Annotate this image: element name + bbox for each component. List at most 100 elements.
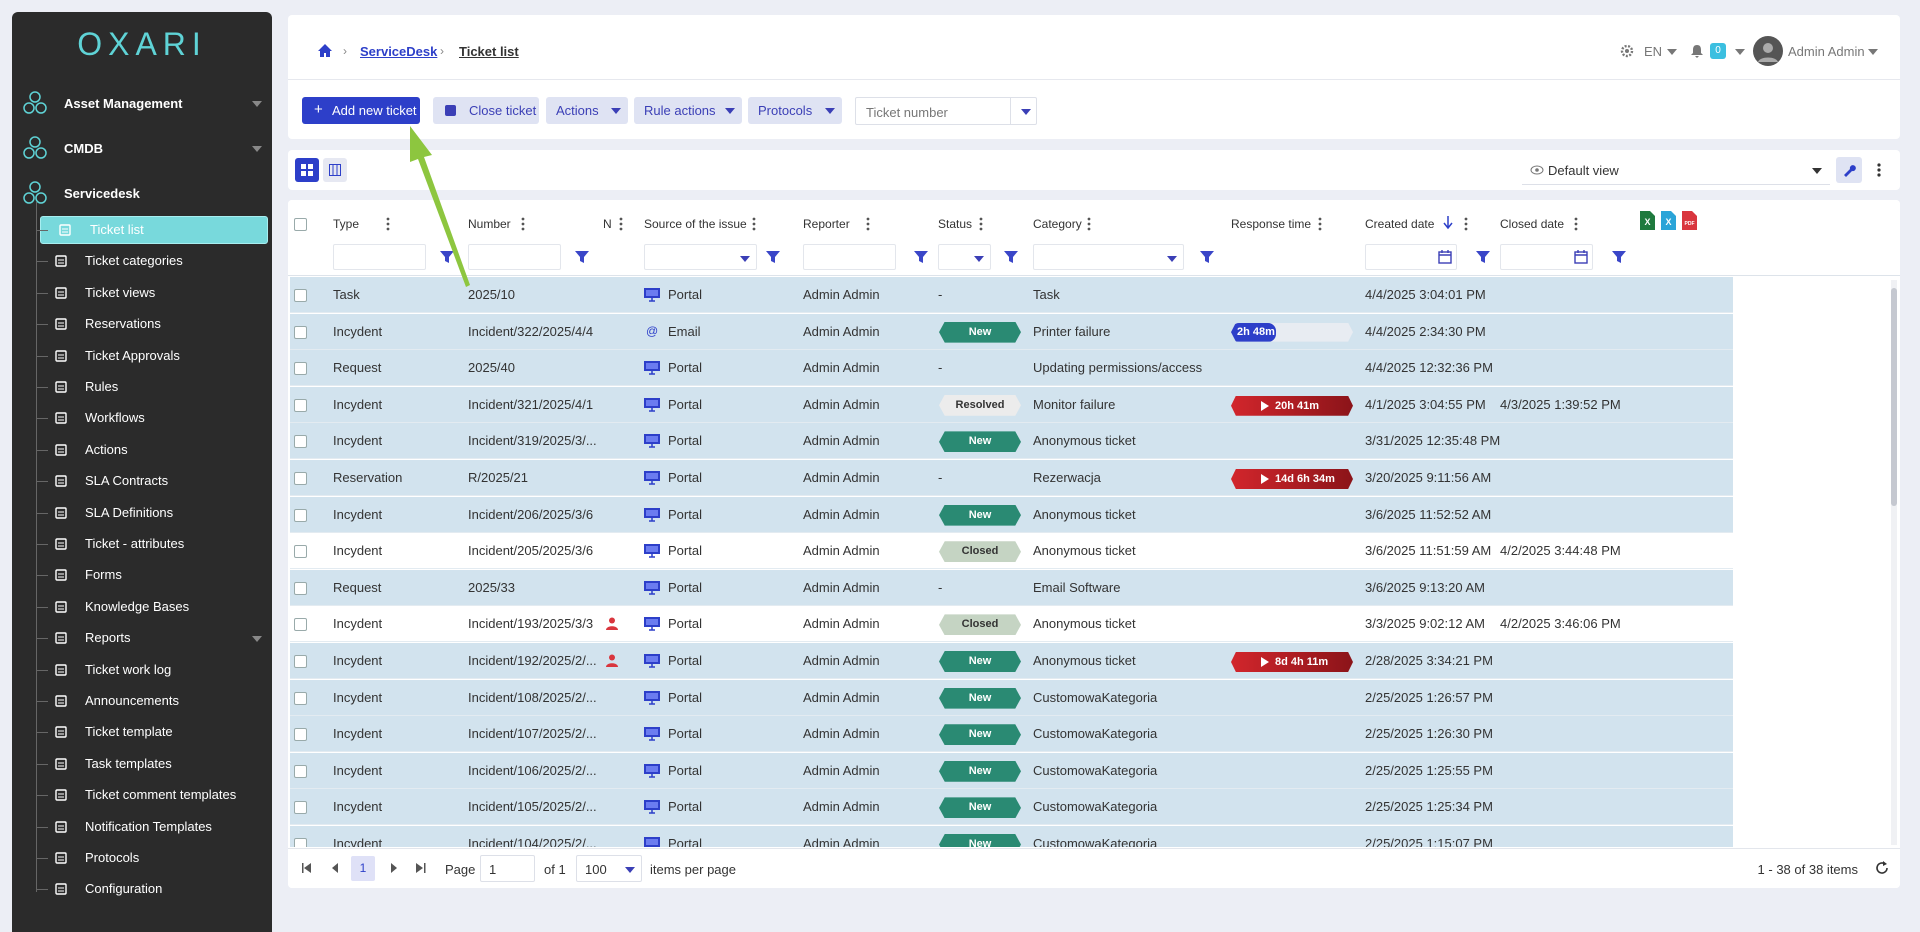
menu-item[interactable]: Announcements — [85, 693, 179, 708]
dropdown-caret[interactable] — [252, 635, 262, 643]
column-header[interactable]: Response time — [1231, 217, 1311, 231]
menu-item[interactable]: Forms — [85, 567, 122, 582]
export-icon[interactable]: PDF — [1682, 211, 1697, 230]
page-input[interactable]: 1 — [480, 855, 535, 882]
dropdown-caret[interactable] — [974, 255, 984, 263]
cell-number[interactable]: Incident/108/2025/2/... — [468, 680, 597, 716]
calendar-icon[interactable] — [1438, 250, 1452, 264]
page-size[interactable]: 100 — [576, 855, 642, 882]
notification-badge[interactable]: 0 — [1710, 43, 1726, 59]
dropdown-caret[interactable] — [625, 866, 635, 874]
checkbox[interactable] — [294, 362, 307, 375]
checkbox[interactable] — [294, 509, 307, 522]
view-name[interactable]: Default view — [1548, 163, 1619, 178]
dropdown-caret[interactable] — [252, 100, 262, 108]
cell-number[interactable]: Incident/107/2025/2/... — [468, 716, 597, 752]
filter-input[interactable] — [938, 244, 991, 270]
menu-item[interactable]: Ticket comment templates — [85, 787, 236, 802]
table-row[interactable]: IncydentIncident/105/2025/2/...PortalAdm… — [290, 789, 1733, 825]
checkbox[interactable] — [294, 765, 307, 778]
column-header[interactable]: Reporter — [803, 217, 850, 231]
column-menu[interactable] — [978, 217, 984, 231]
pager-nav[interactable] — [330, 863, 340, 873]
input-placeholder[interactable]: Ticket number — [866, 105, 948, 120]
dropdown-caret[interactable] — [611, 107, 621, 115]
toolbar-button[interactable]: Protocols — [748, 97, 842, 124]
checkbox[interactable] — [294, 618, 307, 631]
column-header[interactable]: Source of the issue — [644, 217, 747, 231]
breadcrumb-link[interactable]: ServiceDesk — [360, 44, 437, 59]
button-label[interactable]: Actions — [556, 103, 599, 118]
column-menu[interactable] — [618, 217, 624, 231]
cell-number[interactable]: Incident/193/2025/3/3 — [468, 606, 593, 642]
checkbox[interactable] — [294, 582, 307, 595]
table-row[interactable]: IncydentIncident/104/2025/2/...PortalAdm… — [290, 826, 1733, 847]
table-row[interactable]: Request2025/40PortalAdmin Admin-Updating… — [290, 350, 1733, 386]
filter-button[interactable] — [573, 248, 591, 266]
checkbox[interactable] — [294, 655, 307, 668]
column-header[interactable]: Closed date — [1500, 217, 1564, 231]
cell-number[interactable]: Incident/319/2025/3/... — [468, 423, 597, 459]
view-select[interactable]: Default view — [1522, 155, 1830, 185]
button-label[interactable]: Rule actions — [644, 103, 716, 118]
filter-button[interactable] — [764, 248, 782, 266]
avatar[interactable] — [1753, 36, 1783, 66]
table-row[interactable]: IncydentIncident/107/2025/2/...PortalAdm… — [290, 716, 1733, 752]
menu-item[interactable]: Ticket categories — [85, 253, 183, 268]
checkbox[interactable] — [294, 218, 307, 231]
table-row[interactable]: IncydentIncident/205/2025/3/6PortalAdmin… — [290, 533, 1733, 569]
dropdown-caret[interactable] — [1021, 108, 1031, 116]
pager-nav[interactable] — [301, 863, 311, 873]
checkbox[interactable] — [294, 838, 307, 847]
table-row[interactable]: IncydentIncident/319/2025/3/...PortalAdm… — [290, 423, 1733, 459]
menu-item[interactable]: Reservations — [85, 316, 161, 331]
column-header[interactable]: N — [603, 217, 612, 231]
menu-item[interactable]: Ticket - attributes — [85, 536, 184, 551]
cell-number[interactable]: R/2025/21 — [468, 460, 528, 496]
menu-item[interactable]: Ticket template — [85, 724, 173, 739]
toolbar-button[interactable]: Rule actions — [634, 97, 742, 124]
home-icon[interactable] — [317, 43, 333, 59]
dropdown-caret[interactable] — [1167, 255, 1177, 263]
filter-input[interactable] — [1500, 244, 1593, 270]
cell-number[interactable]: Incident/104/2025/2/... — [468, 826, 597, 847]
dropdown-caret[interactable] — [740, 255, 750, 263]
user-name[interactable]: Admin Admin — [1788, 44, 1865, 59]
table-row[interactable]: IncydentIncident/192/2025/2/...PortalAdm… — [290, 643, 1733, 679]
checkbox[interactable] — [294, 472, 307, 485]
menu-group[interactable]: CMDB — [64, 141, 103, 156]
table-row[interactable]: IncydentIncident/322/2025/4/4@EmailAdmin… — [290, 314, 1733, 350]
more-icon[interactable] — [1876, 162, 1882, 178]
column-header[interactable]: Created date — [1365, 217, 1434, 231]
filter-button[interactable] — [1198, 248, 1216, 266]
table-row[interactable]: ReservationR/2025/21PortalAdmin Admin-Re… — [290, 460, 1733, 496]
menu-item[interactable]: Configuration — [85, 881, 162, 896]
checkbox[interactable] — [294, 289, 307, 302]
page-size-value[interactable]: 100 — [585, 862, 607, 877]
menu-item[interactable]: Ticket views — [85, 285, 155, 300]
filter-button[interactable] — [912, 248, 930, 266]
table-row[interactable]: IncydentIncident/108/2025/2/...PortalAdm… — [290, 680, 1733, 716]
column-menu[interactable] — [751, 217, 757, 231]
menu-item[interactable]: Ticket Approvals — [85, 348, 180, 363]
table-row[interactable]: IncydentIncident/106/2025/2/...PortalAdm… — [290, 753, 1733, 789]
menu-item[interactable]: Workflows — [85, 410, 145, 425]
page-value[interactable]: 1 — [489, 862, 496, 877]
dropdown-caret[interactable] — [725, 107, 735, 115]
calendar-icon[interactable] — [1574, 250, 1588, 264]
checkbox[interactable] — [294, 801, 307, 814]
button-label[interactable]: Protocols — [758, 103, 812, 118]
filter-input[interactable] — [644, 244, 757, 270]
dropdown-caret[interactable] — [1868, 48, 1878, 56]
menu-item[interactable]: Protocols — [85, 850, 139, 865]
filter-button[interactable] — [1474, 248, 1492, 266]
filter-input[interactable] — [1033, 244, 1184, 270]
filter-button[interactable] — [1002, 248, 1020, 266]
checkbox[interactable] — [294, 692, 307, 705]
column-header[interactable]: Category — [1033, 217, 1082, 231]
pager-nav[interactable] — [389, 863, 399, 873]
column-menu[interactable] — [1317, 217, 1323, 231]
checkbox[interactable] — [294, 326, 307, 339]
menu-item[interactable]: Knowledge Bases — [85, 599, 189, 614]
menu-item[interactable]: Reports — [85, 630, 131, 645]
